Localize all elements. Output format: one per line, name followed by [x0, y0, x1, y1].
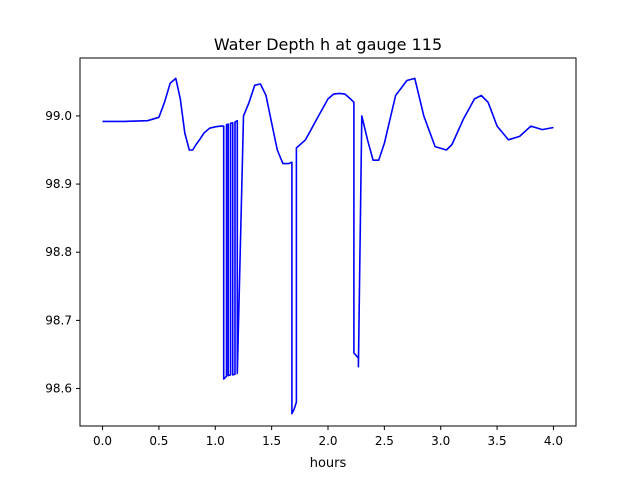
x-axis-label: hours — [310, 456, 347, 471]
y-tick-label: 98.9 — [45, 177, 72, 191]
series-layer — [102, 77, 554, 415]
x-tick-label: 4.0 — [544, 434, 563, 448]
chart-title: Water Depth h at gauge 115 — [214, 35, 442, 54]
x-tick-label: 0.5 — [149, 434, 168, 448]
y-tick-label: 98.6 — [45, 382, 72, 396]
x-tick-label: 3.5 — [488, 434, 507, 448]
x-tick-label: 3.0 — [431, 434, 450, 448]
x-axis: 0.0 0.5 1.0 1.5 2.0 2.5 3.0 3.5 4.0 — [93, 426, 563, 448]
y-axis: 98.6 98.7 98.8 98.9 99.0 — [45, 109, 80, 396]
y-tick-label: 99.0 — [45, 109, 72, 123]
x-tick-label: 1.5 — [262, 434, 281, 448]
x-tick-label: 2.5 — [375, 434, 394, 448]
x-tick-label: 1.0 — [206, 434, 225, 448]
plot-frame — [79, 57, 577, 427]
y-tick-label: 98.8 — [45, 245, 72, 259]
x-tick-label: 0.0 — [93, 434, 112, 448]
y-tick-label: 98.7 — [45, 313, 72, 327]
x-tick-label: 2.0 — [318, 434, 337, 448]
series-line — [102, 77, 554, 415]
plot-area — [79, 57, 577, 427]
